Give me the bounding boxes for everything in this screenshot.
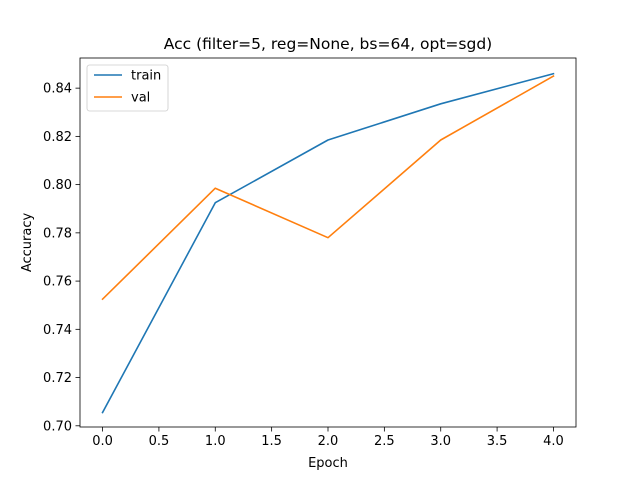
x-tick-label: 3.0 (430, 434, 451, 449)
x-tick-label: 2.5 (374, 434, 395, 449)
y-tick-label: 0.82 (43, 130, 72, 145)
x-tick-label: 4.0 (543, 434, 564, 449)
y-axis-label: Accuracy (20, 213, 35, 273)
series-line-val (101, 74, 555, 301)
x-tick-label: 0.5 (149, 434, 170, 449)
series-layer (101, 72, 555, 414)
y-tick-label: 0.70 (43, 419, 72, 434)
ticks-layer: 0.0 0.5 1.0 1.5 2.0 2.5 3.0 3.5 4.0 0.70 0.72 0.74 0… (43, 82, 564, 449)
y-tick-label: 0.76 (43, 275, 72, 290)
y-tick-label: 0.84 (43, 82, 72, 97)
x-tick-label: 2.0 (318, 434, 339, 449)
y-tick-label: 0.78 (43, 226, 72, 241)
legend-box (86, 64, 169, 112)
x-tick-label: 3.5 (487, 434, 508, 449)
axes-background (80, 58, 576, 427)
legend: train val (86, 64, 169, 112)
series-line-train (101, 72, 555, 414)
x-tick-label: 1.0 (205, 434, 226, 449)
x-axis-label: Epoch (308, 456, 348, 471)
x-tick-label: 0.0 (92, 434, 113, 449)
legend-label-train: train (131, 69, 161, 84)
y-tick-label: 0.80 (43, 178, 72, 193)
legend-label-val: val (131, 91, 150, 106)
axes-frame (79, 57, 577, 428)
y-tick-label: 0.72 (43, 371, 72, 386)
plot-area: 0.0 0.5 1.0 1.5 2.0 2.5 3.0 3.5 4.0 0.70 0.72 0.74 0… (43, 57, 577, 449)
x-tick-label: 1.5 (261, 434, 282, 449)
chart-title: Acc (filter=5, reg=None, bs=64, opt=sgd) (164, 35, 492, 53)
y-tick-label: 0.74 (43, 323, 72, 338)
